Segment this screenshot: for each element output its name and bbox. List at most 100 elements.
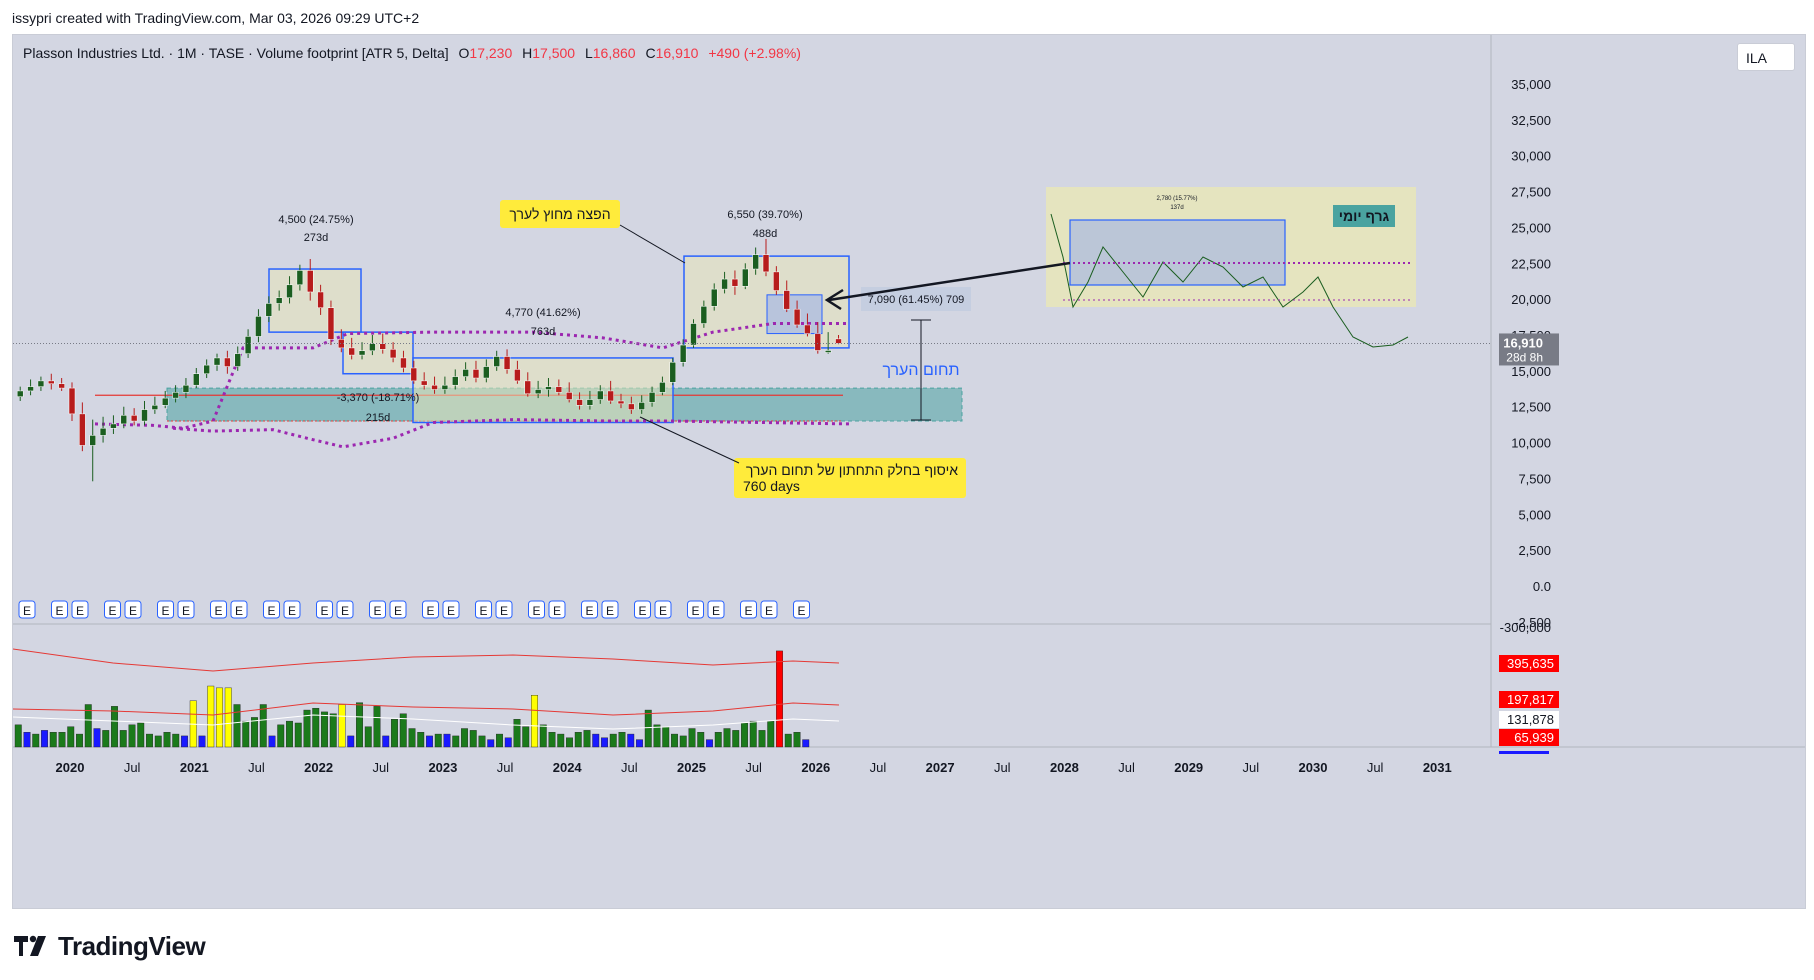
candle-body — [400, 357, 407, 369]
volume-bar — [426, 735, 433, 748]
volume-axis-marker — [1499, 751, 1549, 754]
earnings-marker — [740, 600, 757, 619]
volume-bar — [338, 704, 346, 748]
volume-bar — [758, 730, 766, 748]
earnings-marker-label: E — [426, 604, 434, 618]
measure-bars: 488d — [753, 228, 777, 240]
candle-body — [773, 271, 780, 291]
y-tick-label: 32,500 — [1511, 113, 1551, 128]
earnings-marker-label: E — [532, 604, 540, 618]
volume-bar — [531, 695, 538, 748]
volume-bar — [23, 732, 31, 748]
volume-bar — [373, 706, 381, 748]
earnings-marker-label: E — [553, 604, 561, 618]
candle-body — [306, 270, 314, 293]
x-tick-label: 2021 — [180, 760, 209, 775]
candle-body — [545, 386, 552, 390]
x-tick-label: 2025 — [677, 760, 706, 775]
candle-body — [265, 303, 273, 317]
earnings-marker-label: E — [744, 604, 752, 618]
daily-inset-price — [1050, 213, 1409, 348]
volume-bar — [732, 730, 740, 748]
volume-bar — [259, 704, 267, 748]
chart-panel[interactable]: 35,000 32,500 30,000 27,500 25,000 22,500 20,0… — [12, 34, 1806, 909]
earnings-marker-label: E — [765, 604, 773, 618]
measure-bars: 273d — [304, 232, 328, 244]
x-tick-label: 2030 — [1299, 760, 1328, 775]
accumulation-note-box — [734, 458, 966, 498]
earnings-marker — [18, 600, 36, 619]
volume-bar — [286, 720, 293, 748]
earnings-marker-label: E — [606, 604, 614, 618]
candle-body — [234, 353, 241, 367]
expansion-note-pointer — [619, 224, 686, 264]
vwap-lower-line — [172, 418, 850, 449]
x-tick-label: Jul — [870, 760, 887, 775]
price-axis-bg — [1491, 35, 1805, 908]
volume-bar — [478, 735, 486, 748]
symbol-title[interactable]: Plasson Industries Ltd. · 1M · TASE · Vo… — [23, 45, 449, 61]
candle-body — [742, 268, 749, 287]
low-value: 16,860 — [592, 45, 636, 61]
x-tick-label: 2027 — [926, 760, 955, 775]
earnings-marker-label: E — [108, 604, 116, 618]
inset-pointer-line — [828, 261, 1071, 302]
candle-body — [835, 338, 842, 344]
candle-body — [452, 376, 459, 386]
earnings-marker-label: E — [55, 604, 63, 618]
volume-bar — [408, 728, 416, 748]
earnings-marker-label: E — [129, 604, 137, 618]
volume-bar — [679, 735, 687, 748]
inset-measure-label: 2,780 (15.77%) — [1156, 196, 1197, 202]
created-by-caption: issypri created with TradingView.com, Ma… — [12, 10, 420, 26]
volume-bar — [67, 726, 75, 748]
tradingview-logo[interactable]: TradingView — [12, 928, 206, 964]
candle-body — [462, 369, 469, 377]
earnings-marker-label: E — [638, 604, 646, 618]
volume-bar — [137, 722, 145, 748]
y-tick-label: 30,000 — [1511, 149, 1551, 164]
earnings-marker-label: E — [373, 604, 381, 618]
volume-axis-tag — [1499, 691, 1559, 708]
volume-bar — [146, 733, 153, 748]
volume-bar — [277, 724, 285, 748]
candle-body — [172, 392, 179, 399]
volume-bar — [364, 726, 372, 748]
currency-button[interactable]: ILA — [1737, 43, 1795, 71]
daily-chart-label: גרף יומי — [1339, 208, 1390, 224]
y-tick-label: 0.0 — [1533, 579, 1551, 594]
volume-bar — [539, 724, 547, 748]
candle-body — [555, 386, 563, 393]
earnings-marker — [528, 600, 545, 619]
candle-body — [369, 343, 376, 352]
last-price-tag — [1499, 333, 1559, 366]
earnings-marker — [316, 600, 333, 619]
y-tick-label: 22,500 — [1511, 256, 1551, 271]
inset-pointer-arrowhead — [824, 288, 844, 311]
volume-bar — [609, 733, 617, 748]
earnings-marker-label: E — [712, 604, 720, 618]
chart-canvas[interactable]: 35,000 32,500 30,000 27,500 25,000 22,500 20,0… — [13, 35, 1805, 908]
candle-body — [37, 380, 45, 387]
candle-body — [161, 397, 169, 406]
candle-body — [804, 324, 811, 334]
candle-body — [659, 382, 666, 393]
last-price-label: 16,910 — [1503, 335, 1543, 350]
volume-upper-band — [13, 648, 840, 672]
measure-bars: 763d — [531, 326, 555, 338]
symbol-legend[interactable]: Plasson Industries Ltd. · 1M · TASE · Vo… — [23, 45, 801, 61]
candle-body — [130, 415, 138, 422]
earnings-marker — [336, 600, 354, 619]
volume-bar — [251, 717, 258, 748]
earnings-marker — [263, 600, 280, 619]
range-box-2021 — [268, 268, 362, 333]
volume-bar — [697, 732, 705, 748]
earnings-marker — [369, 600, 386, 619]
earnings-marker — [475, 600, 492, 619]
candle-body — [275, 297, 283, 304]
volume-bar — [14, 724, 22, 748]
volume-axis-label: 131,878 — [1507, 712, 1554, 727]
volume-bar — [216, 687, 223, 748]
earnings-marker-label: E — [235, 604, 243, 618]
volume-bar — [321, 711, 328, 748]
